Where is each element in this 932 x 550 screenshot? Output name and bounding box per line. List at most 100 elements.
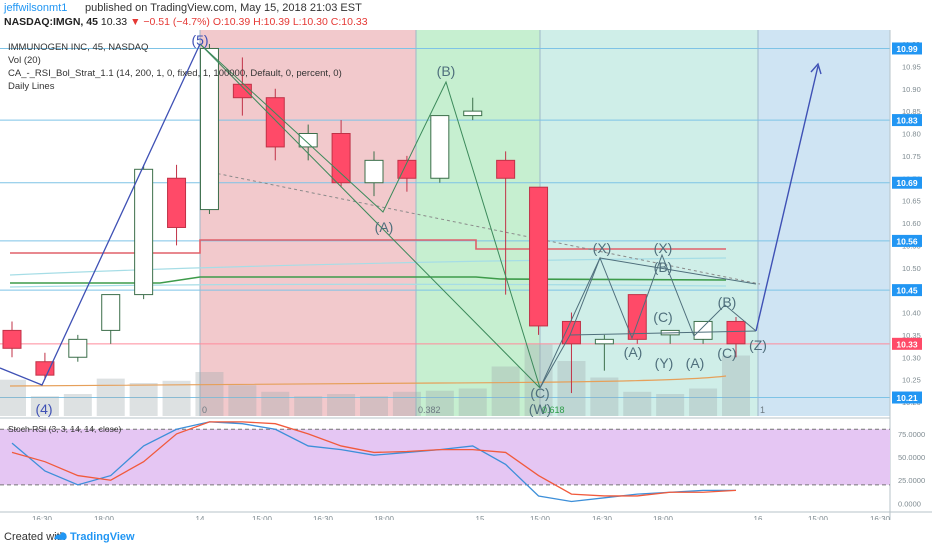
wave-label-10: (C) xyxy=(653,309,672,325)
candle-body-19 xyxy=(627,294,647,340)
wave-label-5: (X) xyxy=(654,240,673,256)
volume-bar-2 xyxy=(63,394,92,416)
legend-daily: Daily Lines xyxy=(8,81,55,92)
price-tick-1: 10.95 xyxy=(902,62,921,71)
time-tick-11: 15:00 xyxy=(808,515,829,520)
fib-label-0: 0 xyxy=(202,405,207,415)
stoch-title: Stoch RSI (3, 3, 14, 14, close) xyxy=(8,424,122,434)
chart-header: jeffwilsonmt1 published on TradingView.c… xyxy=(0,0,932,30)
impulse-wave-line xyxy=(0,43,201,386)
chart-canvas[interactable]: (5)(4)(B)(A)(X) (X)(C)(W)(A)(Y)(C)(B)(A)(… xyxy=(0,30,932,520)
volume-bar-11 xyxy=(360,396,388,416)
stoch-tick-2: 25.0000 xyxy=(898,476,925,485)
price-tick-14: 10.30 xyxy=(902,353,921,362)
triangle-lower-line xyxy=(569,330,757,336)
time-tick-3: 15:00 xyxy=(252,515,273,520)
trend-dashed-line xyxy=(199,169,761,285)
tradingview-brand-link[interactable]: TradingView xyxy=(70,531,135,543)
wave-label-13: (C) xyxy=(717,345,736,361)
candle-body-12 xyxy=(397,159,417,179)
candle-body-21 xyxy=(693,320,713,340)
wave-label-8: (A) xyxy=(624,344,643,360)
candle-body-16 xyxy=(529,186,549,327)
candle-body-0 xyxy=(2,329,22,349)
wave-label-4: (X) xyxy=(593,240,612,256)
fib-zone-extension xyxy=(758,30,890,416)
candle-body-5 xyxy=(167,177,187,228)
fib-zones xyxy=(199,30,890,416)
time-axis[interactable]: 16:30 18:00 14 15:00 16:30 18:00 15 15:00 16:30 1… xyxy=(0,511,932,520)
level-tag-bg-1 xyxy=(892,114,922,127)
volume-bar-10 xyxy=(327,394,356,416)
candle-body-2 xyxy=(68,338,88,358)
level-tag-2: 10.69 xyxy=(896,178,918,188)
wave-label-0: (5) xyxy=(191,32,208,48)
wave-label-7: (W) xyxy=(529,401,552,417)
price-tick-4: 10.80 xyxy=(902,130,921,139)
price-tick-8: 10.60 xyxy=(902,219,921,228)
level-tag-bg-4 xyxy=(892,284,922,297)
level-tag-1: 10.83 xyxy=(896,116,918,126)
candle-body-4 xyxy=(134,168,154,296)
candle-body-8 xyxy=(265,97,285,148)
created-with-text: Created with xyxy=(4,531,66,543)
legend-strategy: CA_-_RSI_Bol_Strat_1.1 (14, 200, 1, 0, f… xyxy=(8,68,342,79)
volume-bar-18 xyxy=(590,377,619,416)
legend-name: IMMUNOGEN INC, 45, NASDAQ xyxy=(8,42,148,53)
chart-legend: IMMUNOGEN INC, 45, NASDAQ Vol (20) CA_-_… xyxy=(8,42,342,92)
level-tag-bg-5 xyxy=(892,337,922,350)
fib-label-1: 0.382 xyxy=(418,405,441,415)
price-tick-5: 10.75 xyxy=(902,152,921,161)
level-tag-bg-3 xyxy=(892,234,922,247)
last-price: 10.33 xyxy=(100,16,128,28)
stoch-series-1 xyxy=(11,421,737,497)
wave-label-3: (A) xyxy=(375,219,394,235)
author-link[interactable]: jeffwilsonmt1 xyxy=(4,2,68,14)
fib-label-3: 1 xyxy=(760,405,765,415)
wave-label-1: (4) xyxy=(35,401,52,417)
price-tick-12: 10.40 xyxy=(902,309,921,318)
projection-arrow-line xyxy=(755,65,819,332)
wave-label-6: (C) xyxy=(530,385,549,401)
volume-bar-5 xyxy=(162,380,191,416)
time-tick-9: 18:00 xyxy=(653,515,674,520)
upper-band-line xyxy=(10,239,726,254)
volume-bars xyxy=(0,344,750,416)
candles xyxy=(2,44,746,394)
candle-body-22 xyxy=(726,320,746,345)
level-tag-bg-0 xyxy=(892,42,922,55)
volume-bar-3 xyxy=(96,378,125,416)
fib-zone-382-618 xyxy=(416,30,540,416)
candle-body-10 xyxy=(331,133,351,184)
volume-bar-16 xyxy=(524,344,553,416)
triangle-upper-line xyxy=(599,257,757,285)
candle-body-3 xyxy=(101,294,121,331)
volume-bar-9 xyxy=(294,396,323,416)
fib-label-2: 0.618 xyxy=(542,405,565,415)
ohlc-values: O:10.39 H:10.39 L:10.30 C:10.33 xyxy=(212,16,368,28)
daily-line-lower xyxy=(9,283,727,288)
price-axis[interactable]: 11.0010.9510.9010.8510.8010.7510.7010.65… xyxy=(889,30,932,520)
price-tick-3: 10.85 xyxy=(902,107,921,116)
candle-body-1 xyxy=(35,361,55,376)
time-tick-5: 18:00 xyxy=(374,515,395,520)
price-tick-7: 10.65 xyxy=(902,197,921,206)
time-tick-1: 18:00 xyxy=(94,515,115,520)
time-tick-6: 15 xyxy=(476,515,485,520)
volume-bar-4 xyxy=(129,383,158,416)
time-tick-0: 16:30 xyxy=(32,515,53,520)
level-tag-bg-6 xyxy=(892,391,922,404)
level-tag-6: 10.21 xyxy=(896,393,918,403)
volume-bar-21 xyxy=(689,388,718,416)
volume-bar-15 xyxy=(491,366,520,416)
wave-label-2: (B) xyxy=(437,63,456,79)
price-tick-10: 10.50 xyxy=(902,264,921,273)
stoch-band xyxy=(0,429,890,485)
fib-labels: 0 0.382 0.618 1 xyxy=(202,405,765,415)
time-tick-10: 16 xyxy=(754,515,763,520)
stoch-rsi-pane[interactable]: Stoch RSI (3, 3, 14, 14, close) 75.0000 50… xyxy=(0,417,925,508)
ticker-line: NASDAQ:IMGN, 45 10.33 ▼ −0.51 (−4.7%) O:… xyxy=(4,16,368,28)
level-tag-bg-2 xyxy=(892,176,922,189)
correction-abc-line xyxy=(199,43,541,389)
wave-label-15: (B) xyxy=(718,294,737,310)
